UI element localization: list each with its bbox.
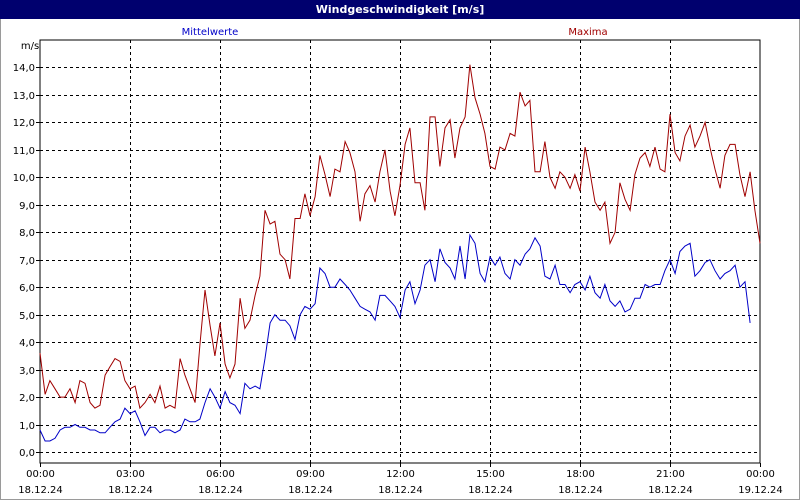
- data-series: [39, 64, 761, 442]
- x-tick-time-label: 18:00: [566, 469, 595, 480]
- x-tick-date-label: 18.12.24: [468, 485, 513, 496]
- y-tick-label: 1,0: [19, 421, 35, 432]
- tick-labels: 0,0 1,0 2,0 3,0 4,0 5,0 6,0 7,0 8,0 9,0 10,0 11,0 12…: [13, 63, 783, 496]
- y-tick-label: 8,0: [19, 228, 35, 239]
- x-tick-time-label: 21:00: [656, 469, 685, 480]
- y-tick-label: 12,0: [13, 118, 35, 129]
- x-tick-date-label: 18.12.24: [18, 485, 63, 496]
- series-line-maxima: [39, 64, 761, 410]
- x-tick-date-label: 18.12.24: [198, 485, 243, 496]
- x-tick-time-label: 06:00: [206, 469, 235, 480]
- x-tick-time-label: 12:00: [386, 469, 415, 480]
- x-tick-time-label: 03:00: [116, 469, 145, 480]
- legend-maxima: Maxima: [568, 27, 607, 38]
- x-tick-time-label: 15:00: [476, 469, 505, 480]
- axes: [36, 39, 761, 467]
- x-tick-date-label: 18.12.24: [648, 485, 693, 496]
- y-tick-label: 13,0: [13, 91, 35, 102]
- y-tick-label: 11,0: [13, 146, 35, 157]
- x-tick-date-label: 18.12.24: [558, 485, 603, 496]
- y-tick-label: 10,0: [13, 173, 35, 184]
- x-tick-time-label: 09:00: [296, 469, 325, 480]
- x-tick-date-label: 18.12.24: [288, 485, 333, 496]
- y-tick-label: 9,0: [19, 201, 35, 212]
- legend-mittelwerte: Mittelwerte: [182, 27, 239, 38]
- grid-lines: [40, 40, 760, 463]
- y-axis-unit-label: m/s: [21, 41, 39, 52]
- y-tick-label: 3,0: [19, 366, 35, 377]
- x-tick-date-label: 18.12.24: [108, 485, 153, 496]
- x-tick-date-label: 18.12.24: [378, 485, 423, 496]
- y-tick-label: 14,0: [13, 63, 35, 74]
- y-tick-label: 7,0: [19, 256, 35, 267]
- series-line-mittelwerte: [39, 233, 751, 442]
- x-tick-date-label: 19.12.24: [738, 485, 783, 496]
- y-tick-label: 2,0: [19, 393, 35, 404]
- y-tick-label: 6,0: [19, 283, 35, 294]
- x-tick-time-label: 00:00: [26, 469, 55, 480]
- y-tick-label: 5,0: [19, 311, 35, 322]
- y-tick-label: 4,0: [19, 338, 35, 349]
- x-tick-time-label: 00:00: [746, 469, 775, 480]
- y-tick-label: 0,0: [19, 448, 35, 459]
- chart-title: Windgeschwindigkeit [m/s]: [0, 0, 800, 19]
